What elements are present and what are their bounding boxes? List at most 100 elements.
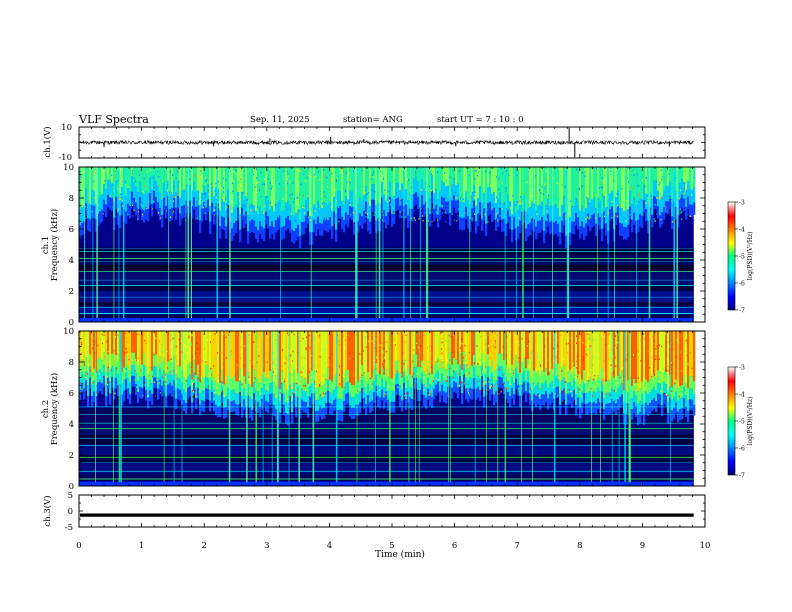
spectrogram-cell	[303, 167, 306, 207]
spec2-ytick-label: 10	[63, 327, 74, 337]
spectrogram-speckle	[393, 197, 395, 200]
spectrogram-speckle	[547, 177, 549, 179]
spectrogram-speckle	[595, 194, 597, 196]
spectrogram-speckle	[668, 345, 670, 348]
spectrogram-speckle	[353, 206, 355, 208]
colorbar1-tick-label: -4	[739, 227, 745, 234]
spectrogram-speckle	[640, 390, 642, 393]
spectrogram-cell	[489, 201, 492, 215]
spectrogram-cell	[449, 167, 452, 198]
spectrogram-cell	[421, 383, 424, 395]
spectrogram-cell	[343, 204, 346, 220]
spectrogram-speckle	[374, 179, 376, 181]
spectrogram-cell	[623, 211, 626, 227]
spectrogram-cell	[111, 182, 114, 199]
spectrogram-speckle	[329, 178, 331, 181]
spectrogram-cell	[443, 367, 446, 381]
spectrogram-cell	[587, 331, 590, 381]
spectrogram-cell	[439, 380, 442, 392]
spectrogram-speckle	[634, 388, 636, 391]
ch2-spec-ylabel-line2: Frequency (kHz)	[49, 373, 60, 445]
spectrogram-cell	[335, 214, 338, 230]
spectrogram-cell	[623, 413, 626, 425]
spectrogram-cell	[485, 384, 488, 396]
spectrogram-cell	[577, 374, 580, 387]
spectrogram-cell	[111, 198, 114, 211]
spectrogram-cell	[625, 227, 628, 240]
spectrogram-speckle	[460, 197, 462, 200]
spectrogram-speckle	[337, 206, 339, 209]
spectrogram-cell	[193, 383, 196, 395]
spectrogram-cell	[259, 406, 262, 418]
spectrogram-cell	[479, 379, 482, 391]
spectrogram-cell	[631, 219, 634, 233]
spectrogram-speckle	[661, 345, 663, 348]
spectrogram-cell	[401, 167, 404, 184]
spectrogram-speckle	[445, 179, 447, 182]
spectrogram-speckle	[337, 374, 339, 376]
spectrogram-speckle	[222, 384, 224, 386]
spectrogram-cell	[353, 167, 356, 207]
spectrogram-speckle	[489, 199, 491, 201]
spectrogram-cell	[435, 189, 438, 205]
spectrogram-speckle	[641, 199, 643, 201]
spectrogram-speckle	[227, 332, 229, 335]
spectrogram-speckle	[482, 198, 484, 201]
spectrogram-cell	[671, 387, 674, 400]
spectrogram-speckle	[597, 354, 599, 356]
spectrogram-cell	[657, 382, 660, 394]
spectrogram-speckle	[239, 357, 241, 360]
spectrogram-speckle	[453, 370, 455, 373]
spectrogram-cell	[399, 331, 402, 373]
spectrogram-speckle	[484, 381, 486, 384]
spectrogram-cell	[169, 359, 172, 372]
spectrogram-cell	[533, 167, 536, 204]
spectrogram-cell	[521, 373, 524, 385]
spectrogram-cell	[537, 167, 540, 206]
spectrogram-speckle	[591, 395, 593, 397]
spectrogram-speckle	[319, 178, 321, 181]
spectrogram-speckle	[173, 210, 175, 213]
spectrogram-speckle	[485, 343, 487, 346]
spectrogram-cell	[205, 377, 208, 389]
spectrogram-speckle	[177, 193, 179, 195]
spectrogram-cell	[95, 385, 98, 397]
spectrogram-cell	[253, 220, 256, 233]
spectrogram-speckle	[570, 390, 572, 392]
spectrogram-speckle	[253, 385, 255, 388]
spectrogram-cell	[143, 375, 146, 387]
spectrogram-band	[79, 301, 694, 307]
spectrogram-speckle	[125, 348, 127, 350]
spectrogram-speckle	[231, 354, 233, 357]
spectrogram-cell	[669, 167, 672, 181]
spectrogram-speckle	[243, 345, 245, 347]
spectrogram-speckle	[318, 339, 320, 342]
spectrogram-cell	[691, 399, 694, 411]
spectrogram-cell	[299, 407, 302, 419]
spectrogram-speckle	[117, 190, 119, 192]
spectrogram-cell	[419, 379, 422, 391]
spectrogram-speckle	[373, 359, 375, 362]
spectrogram-cell	[403, 331, 406, 360]
spectrogram-speckle	[684, 340, 686, 342]
spectrogram-speckle	[215, 204, 217, 207]
spectrogram-speckle	[474, 178, 476, 180]
spectrogram-speckle	[595, 168, 597, 170]
spectrogram-speckle	[502, 172, 504, 174]
spectrogram-speckle	[460, 214, 462, 217]
spectrogram-cell	[477, 198, 480, 214]
spectrogram-speckle	[81, 196, 83, 199]
spectrogram-cell	[287, 200, 290, 216]
spectrogram-cell	[165, 167, 168, 191]
spectrogram-cell	[239, 214, 242, 230]
spectrogram-cell	[201, 389, 204, 401]
spectrogram-speckle	[656, 213, 658, 215]
spectrogram-cell	[445, 369, 448, 382]
spectrogram-speckle	[111, 174, 113, 176]
spectrogram-cell	[291, 167, 294, 215]
spectrogram-speckle	[121, 365, 123, 367]
spectrogram-cell	[177, 388, 180, 400]
spectrogram-speckle	[349, 204, 351, 207]
spectrogram-cell	[489, 366, 492, 379]
spectrogram-speckle	[395, 344, 397, 346]
